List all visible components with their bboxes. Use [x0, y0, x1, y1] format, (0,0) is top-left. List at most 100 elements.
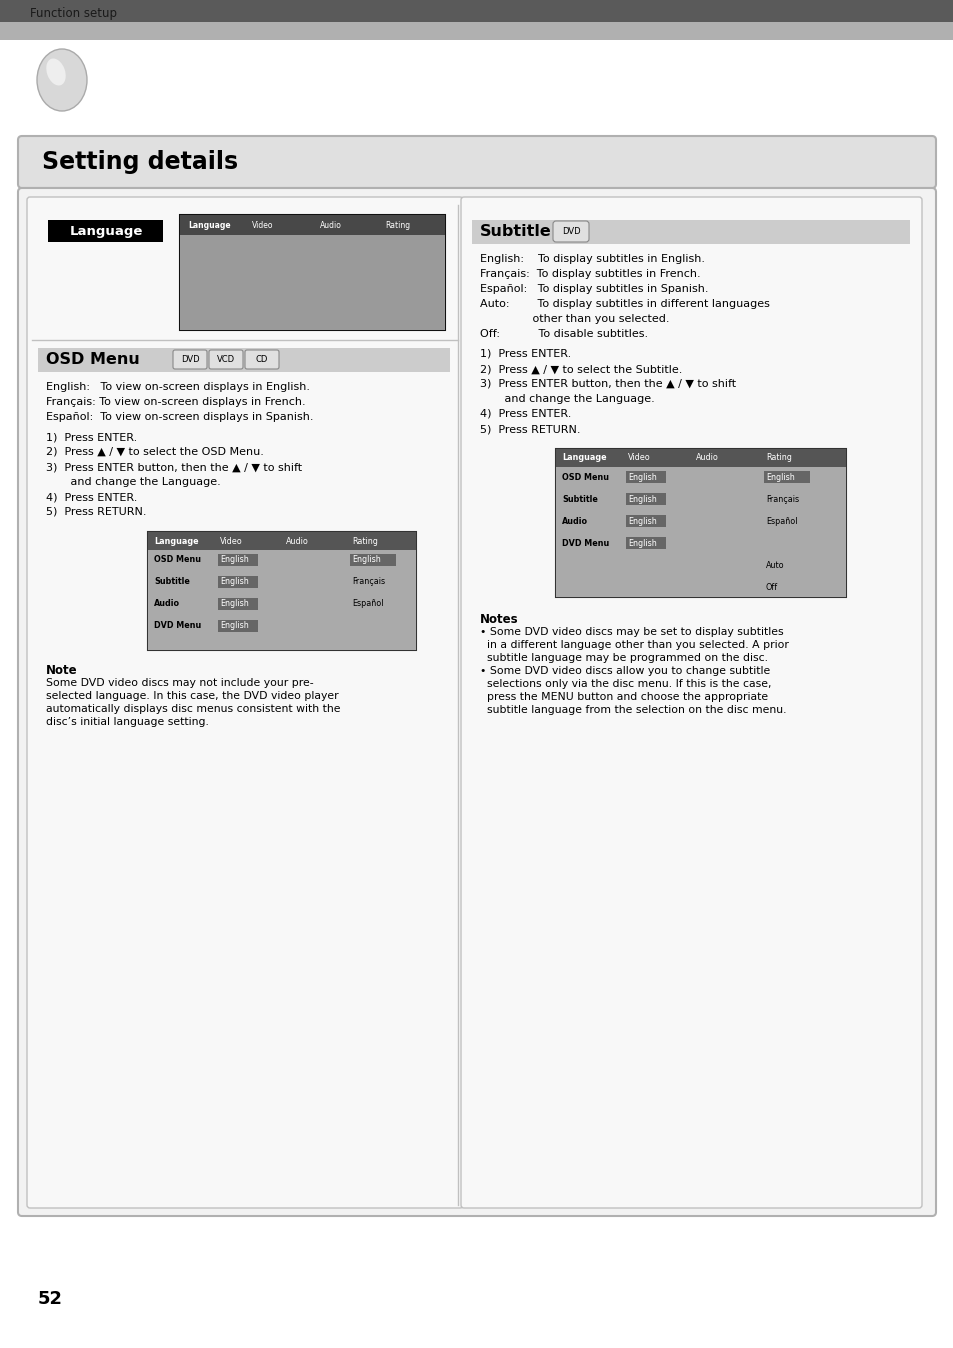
Text: CD: CD — [255, 356, 268, 364]
Text: Auto:        To display subtitles in different languages: Auto: To display subtitles in different … — [479, 299, 769, 309]
FancyBboxPatch shape — [460, 197, 921, 1208]
Text: Setting details: Setting details — [42, 150, 238, 174]
Text: Français: Français — [352, 577, 385, 586]
Text: English: English — [220, 555, 249, 565]
Text: Some DVD video discs may not include your pre-: Some DVD video discs may not include you… — [46, 678, 314, 687]
Bar — [148, 550, 416, 650]
Bar — [472, 220, 909, 244]
Text: Rating: Rating — [385, 221, 410, 229]
Bar — [218, 620, 257, 632]
Text: Subtitle: Subtitle — [561, 495, 598, 504]
Bar — [350, 554, 395, 566]
Text: selected language. In this case, the DVD video player: selected language. In this case, the DVD… — [46, 692, 338, 701]
Text: English:    To display subtitles in English.: English: To display subtitles in English… — [479, 253, 704, 264]
Text: 2)  Press ▲ / ▼ to select the OSD Menu.: 2) Press ▲ / ▼ to select the OSD Menu. — [46, 448, 264, 457]
Bar — [48, 220, 163, 243]
Bar — [180, 214, 444, 235]
Bar — [625, 537, 665, 549]
Bar — [625, 493, 665, 506]
Bar — [625, 470, 665, 483]
FancyBboxPatch shape — [245, 350, 278, 369]
Text: Audio: Audio — [286, 537, 309, 546]
Text: • Some DVD video discs may be set to display subtitles: • Some DVD video discs may be set to dis… — [479, 627, 782, 638]
Text: and change the Language.: and change the Language. — [46, 477, 220, 487]
Bar — [0, 22, 953, 40]
Text: English: English — [352, 555, 380, 565]
FancyBboxPatch shape — [553, 221, 588, 243]
Text: Subtitle: Subtitle — [153, 577, 190, 586]
Text: Français: To view on-screen displays in French.: Français: To view on-screen displays in … — [46, 398, 305, 407]
Text: Español:  To view on-screen displays in Spanish.: Español: To view on-screen displays in S… — [46, 412, 314, 422]
Ellipse shape — [47, 58, 66, 85]
Text: Video: Video — [252, 221, 274, 229]
Text: 5)  Press RETURN.: 5) Press RETURN. — [46, 507, 147, 518]
Text: OSD Menu: OSD Menu — [153, 555, 201, 565]
Text: English:   To view on-screen displays in English.: English: To view on-screen displays in E… — [46, 381, 310, 392]
Text: VCD: VCD — [216, 356, 234, 364]
Text: 2)  Press ▲ / ▼ to select the Subtitle.: 2) Press ▲ / ▼ to select the Subtitle. — [479, 364, 681, 373]
Bar — [218, 599, 257, 611]
Text: Subtitle: Subtitle — [479, 225, 551, 240]
Text: Audio: Audio — [696, 453, 719, 462]
Text: DVD Menu: DVD Menu — [561, 538, 609, 547]
Text: English: English — [220, 621, 249, 631]
Text: automatically displays disc menus consistent with the: automatically displays disc menus consis… — [46, 704, 340, 714]
Text: Français: Français — [765, 495, 799, 504]
Text: Language: Language — [188, 221, 231, 229]
Text: disc’s initial language setting.: disc’s initial language setting. — [46, 717, 209, 727]
Text: subtitle language may be programmed on the disc.: subtitle language may be programmed on t… — [479, 652, 767, 663]
Text: English: English — [627, 516, 656, 526]
FancyBboxPatch shape — [209, 350, 243, 369]
Bar — [556, 449, 845, 466]
Text: 52: 52 — [38, 1290, 63, 1308]
Text: subtitle language from the selection on the disc menu.: subtitle language from the selection on … — [479, 705, 785, 714]
Bar — [180, 235, 444, 330]
Text: Español: Español — [765, 516, 797, 526]
Text: 3)  Press ENTER button, then the ▲ / ▼ to shift: 3) Press ENTER button, then the ▲ / ▼ to… — [479, 379, 736, 390]
Text: • Some DVD video discs allow you to change subtitle: • Some DVD video discs allow you to chan… — [479, 666, 769, 675]
Text: 5)  Press RETURN.: 5) Press RETURN. — [479, 425, 579, 434]
Text: Rating: Rating — [352, 537, 377, 546]
Bar — [180, 214, 444, 330]
Bar — [556, 449, 845, 597]
Text: Audio: Audio — [153, 600, 180, 608]
Text: Rating: Rating — [765, 453, 791, 462]
Text: Auto: Auto — [765, 561, 783, 569]
Bar — [625, 515, 665, 527]
Text: 1)  Press ENTER.: 1) Press ENTER. — [479, 349, 571, 359]
FancyBboxPatch shape — [18, 136, 935, 187]
Text: English: English — [220, 600, 249, 608]
Text: in a different language other than you selected. A prior: in a different language other than you s… — [479, 640, 788, 650]
Text: selections only via the disc menu. If this is the case,: selections only via the disc menu. If th… — [479, 679, 771, 689]
Text: English: English — [220, 577, 249, 586]
Text: DVD Menu: DVD Menu — [153, 621, 201, 631]
Text: English: English — [627, 538, 656, 547]
Bar — [148, 532, 416, 550]
Text: Video: Video — [220, 537, 242, 546]
Text: Español: Español — [352, 600, 383, 608]
Text: English: English — [627, 473, 656, 481]
Text: Language: Language — [70, 225, 143, 237]
Text: Off: Off — [765, 582, 778, 592]
Bar — [0, 0, 953, 22]
Text: Off:           To disable subtitles.: Off: To disable subtitles. — [479, 329, 647, 338]
Text: Audio: Audio — [561, 516, 587, 526]
FancyBboxPatch shape — [27, 197, 462, 1208]
Text: English: English — [765, 473, 794, 481]
Text: Language: Language — [561, 453, 606, 462]
Text: DVD: DVD — [180, 356, 199, 364]
Text: 4)  Press ENTER.: 4) Press ENTER. — [46, 492, 137, 501]
Text: press the MENU button and choose the appropriate: press the MENU button and choose the app… — [479, 692, 767, 702]
Bar — [38, 348, 450, 372]
Text: DVD: DVD — [561, 228, 579, 236]
Text: 1)  Press ENTER.: 1) Press ENTER. — [46, 431, 137, 442]
Text: Function setup: Function setup — [30, 7, 117, 19]
Text: and change the Language.: and change the Language. — [479, 394, 654, 404]
Text: Notes: Notes — [479, 613, 518, 625]
Text: Video: Video — [627, 453, 650, 462]
Text: English: English — [627, 495, 656, 504]
Bar — [556, 466, 845, 597]
Ellipse shape — [37, 49, 87, 111]
Bar — [763, 470, 809, 483]
FancyBboxPatch shape — [18, 187, 935, 1216]
